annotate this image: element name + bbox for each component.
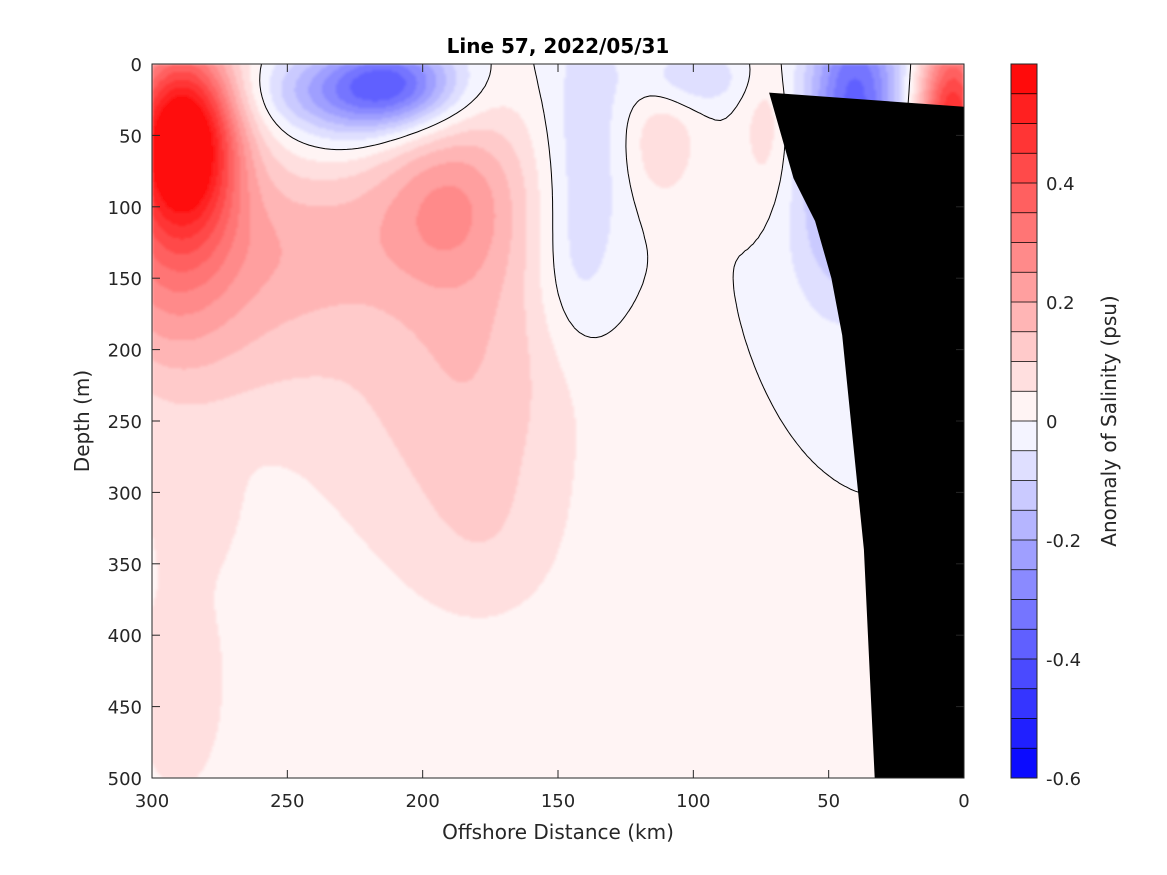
y-tick-label: 200 <box>108 341 142 362</box>
colorbar-tick-label: -0.4 <box>1046 650 1081 671</box>
colorbar-segment <box>1011 64 1037 95</box>
y-axis-ticks: 0 50 100 150 200 250 300 350 400 450 500 <box>108 55 964 790</box>
seafloor-bathymetry <box>769 92 964 779</box>
x-axis-label: Offshore Distance (km) <box>442 820 674 844</box>
y-tick-label: 0 <box>131 55 142 76</box>
x-tick-label: 50 <box>817 791 840 812</box>
colorbar-segment <box>1011 718 1037 749</box>
colorbar-tick-label: -0.2 <box>1046 531 1081 552</box>
colorbar-segment <box>1011 183 1037 214</box>
colorbar-segment <box>1011 540 1037 571</box>
colorbar-tick-label: -0.6 <box>1046 769 1081 790</box>
colorbar-segment <box>1011 361 1037 392</box>
colorbar <box>1010 63 1038 779</box>
y-tick-label: 100 <box>108 198 142 219</box>
x-tick-label: 100 <box>676 791 710 812</box>
colorbar-segment <box>1011 599 1037 630</box>
x-tick-label: 250 <box>270 791 304 812</box>
colorbar-segment <box>1011 212 1037 243</box>
colorbar-segment <box>1011 450 1037 481</box>
colorbar-segment <box>1011 153 1037 184</box>
y-tick-label: 450 <box>108 698 142 719</box>
colorbar-ticks: -0.6 -0.4 -0.2 0 0.2 0.4 <box>1032 174 1081 790</box>
colorbar-segment <box>1011 569 1037 600</box>
colorbar-tick-label: 0 <box>1046 412 1057 433</box>
colorbar-segment <box>1011 510 1037 541</box>
colorbar-segment <box>1011 302 1037 333</box>
colorbar-segment <box>1011 93 1037 124</box>
y-tick-label: 350 <box>108 555 142 576</box>
colorbar-tick-label: 0.2 <box>1046 293 1075 314</box>
colorbar-segment <box>1011 748 1037 779</box>
x-axis-ticks: 300 250 200 150 100 50 0 <box>135 64 970 812</box>
colorbar-segment <box>1011 688 1037 719</box>
colorbar-segment <box>1011 629 1037 660</box>
y-tick-label: 250 <box>108 412 142 433</box>
y-tick-label: 50 <box>119 126 142 147</box>
y-tick-label: 400 <box>108 626 142 647</box>
chart-title: Line 57, 2022/05/31 <box>447 34 670 58</box>
colorbar-segment <box>1011 331 1037 362</box>
x-tick-label: 0 <box>958 791 969 812</box>
colorbar-segment <box>1011 391 1037 422</box>
y-tick-label: 300 <box>108 483 142 504</box>
x-tick-label: 150 <box>541 791 575 812</box>
y-tick-label: 150 <box>108 269 142 290</box>
colorbar-segment <box>1011 123 1037 154</box>
colorbar-segment <box>1011 242 1037 273</box>
y-axis-label: Depth (m) <box>70 370 94 472</box>
colorbar-segment <box>1011 480 1037 511</box>
x-tick-label: 300 <box>135 791 169 812</box>
colorbar-segment <box>1011 659 1037 690</box>
x-tick-label: 200 <box>405 791 439 812</box>
colorbar-tick-label: 0.4 <box>1046 174 1075 195</box>
colorbar-label: Anomaly of Salinity (psu) <box>1097 295 1121 546</box>
colorbar-segment <box>1011 272 1037 303</box>
y-tick-label: 500 <box>108 769 142 790</box>
colorbar-segment <box>1011 421 1037 452</box>
